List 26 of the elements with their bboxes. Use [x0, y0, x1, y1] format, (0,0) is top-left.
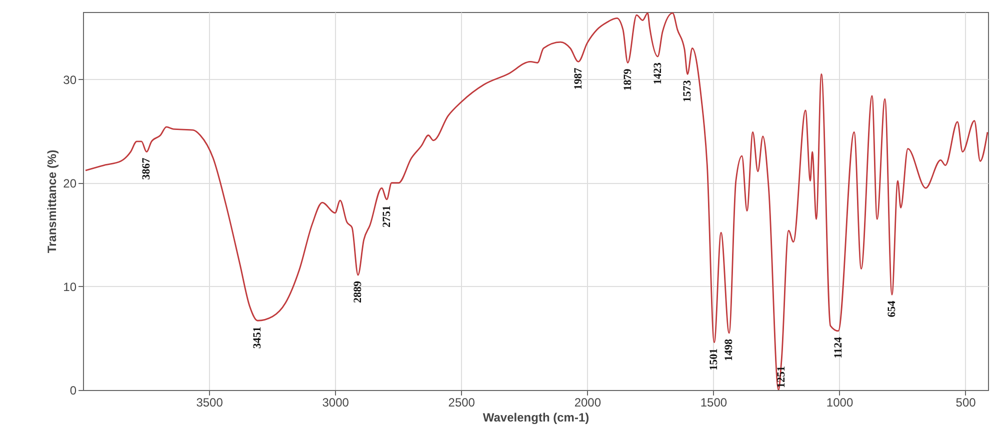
annotation: 1573	[682, 80, 694, 102]
x-tick-label: 1500	[700, 396, 728, 410]
y-tick-label: 30	[63, 72, 77, 87]
x-tick-label: 2000	[574, 396, 602, 410]
x-tick-label: 1000	[826, 396, 854, 410]
annotation: 1879	[622, 68, 634, 91]
y-tick-label: 10	[63, 280, 77, 294]
x-tick-label: 2500	[448, 396, 476, 410]
x-tick-label: 3000	[322, 396, 350, 410]
annotation: 1501	[708, 348, 720, 370]
y-tick-label: 0	[70, 384, 77, 398]
annotation: 1124	[832, 336, 844, 358]
y-tick-label: 20	[63, 176, 77, 190]
annotation: 1987	[572, 67, 584, 90]
y-axis-title: Transmittance (%)	[45, 150, 60, 254]
x-tick-label: 3500	[196, 396, 224, 410]
annotation: 1423	[652, 62, 664, 85]
annotation: 3867	[140, 157, 153, 180]
annotation: 3451	[252, 326, 264, 349]
x-axis-title: Wavelength (cm-1)	[482, 410, 590, 424]
annotation: 1498	[723, 338, 736, 362]
annotation: 2889	[352, 280, 364, 304]
x-tick-label: 500	[956, 396, 976, 410]
annotation: 2751	[380, 205, 393, 228]
annotation: 1251	[776, 366, 788, 388]
annotation: 654	[886, 300, 898, 318]
